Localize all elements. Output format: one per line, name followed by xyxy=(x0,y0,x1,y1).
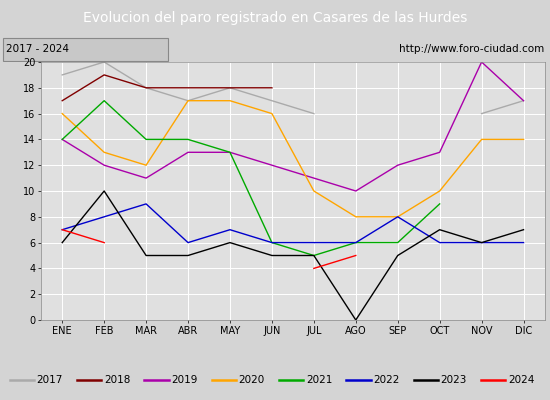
Text: 2019: 2019 xyxy=(171,375,197,385)
Text: 2024: 2024 xyxy=(508,375,535,385)
Text: 2021: 2021 xyxy=(306,375,332,385)
Text: 2022: 2022 xyxy=(373,375,400,385)
Text: 2023: 2023 xyxy=(441,375,467,385)
FancyBboxPatch shape xyxy=(3,38,168,61)
Text: 2017 - 2024: 2017 - 2024 xyxy=(6,44,69,54)
Text: http://www.foro-ciudad.com: http://www.foro-ciudad.com xyxy=(399,44,544,54)
Text: 2020: 2020 xyxy=(239,375,265,385)
Text: Evolucion del paro registrado en Casares de las Hurdes: Evolucion del paro registrado en Casares… xyxy=(83,11,467,25)
Text: 2018: 2018 xyxy=(104,375,130,385)
Text: 2017: 2017 xyxy=(36,375,63,385)
